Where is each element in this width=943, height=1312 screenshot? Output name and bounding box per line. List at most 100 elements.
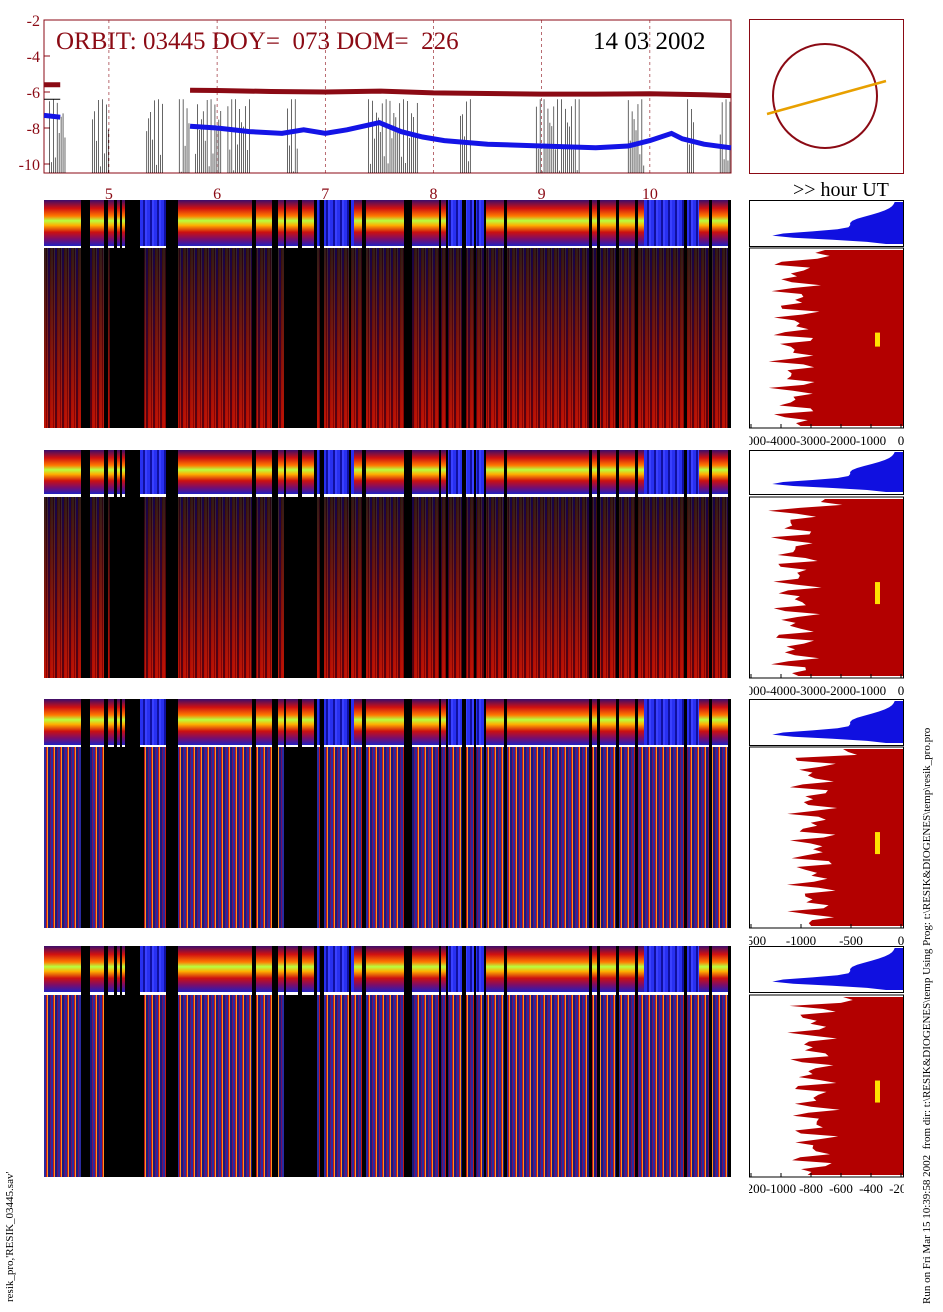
data-gap (404, 200, 412, 428)
data-gap (474, 946, 476, 1177)
data-gap (166, 450, 178, 678)
profile-tick-label: -1500 (749, 933, 766, 948)
data-gap (709, 450, 712, 678)
data-gap (349, 450, 351, 678)
profile-blue-area (772, 701, 903, 743)
spectrum-panel (44, 699, 731, 928)
profile-blue-area (772, 202, 903, 244)
data-gap (446, 699, 448, 928)
profile-tick-label: -600 (829, 1181, 853, 1196)
data-gap (462, 200, 466, 428)
profile-tick-label: 0 (898, 433, 904, 448)
blue-column (140, 200, 166, 246)
data-gap (81, 200, 90, 428)
data-gap (404, 946, 412, 1177)
profile-tick-label: -3000 (796, 683, 826, 698)
band-separator (44, 992, 731, 995)
profile-tick-label: -200 (889, 1181, 904, 1196)
left-vertical-caption: resik_pro,'RESIK_03445.sav' (4, 1171, 16, 1302)
series-blue-line (189, 119, 732, 151)
profile-red-area (768, 250, 903, 426)
data-gap (284, 248, 316, 428)
x-tick-label: 9 (538, 186, 546, 200)
data-gap (635, 699, 638, 928)
x-tick-label: 5 (105, 186, 113, 200)
profile-tick-label: -800 (799, 1181, 823, 1196)
blue-column (644, 946, 699, 992)
data-gap (81, 946, 90, 1177)
data-gap (728, 200, 731, 428)
data-gap (616, 946, 619, 1177)
profile-red-area (768, 499, 903, 676)
profile-marker (875, 582, 880, 605)
data-gap (272, 946, 278, 1177)
band-separator (44, 745, 731, 747)
profile-tick-label: -400 (859, 1181, 883, 1196)
blue-column (140, 699, 166, 745)
data-gap (439, 699, 441, 928)
data-gap (252, 699, 256, 928)
data-gap (404, 450, 412, 678)
x-tick-label: 7 (321, 186, 329, 200)
profile-tick-label: -1000 (766, 1181, 796, 1196)
data-gap (166, 699, 178, 928)
orbit-circle (772, 43, 878, 149)
profile-marker (875, 332, 880, 347)
data-gap (284, 747, 316, 928)
data-gap (484, 699, 486, 928)
data-gap (81, 699, 90, 928)
data-gap (439, 450, 441, 678)
data-gap (110, 497, 144, 678)
top-orbit-plot: -2 -4 -6 -8 -10 5 6 7 8 9 10 (19, 13, 732, 200)
data-gap (166, 946, 178, 1177)
date-label: 14 03 2002 (593, 28, 706, 55)
data-gap (728, 946, 731, 1177)
data-gap (439, 200, 441, 428)
data-gap (684, 450, 687, 678)
data-gap (589, 200, 592, 428)
data-gap (81, 450, 90, 678)
series-blue-line (43, 112, 61, 120)
x-tick-label: 10 (642, 186, 658, 200)
data-gap (462, 699, 466, 928)
data-gap (104, 450, 108, 678)
data-gap (104, 995, 144, 1177)
data-gap (474, 450, 476, 678)
right-vertical-caption: Run on Fri Mar 15 10:39:58 2002 from dir… (921, 727, 933, 1304)
data-gap (404, 699, 412, 928)
spectrum-body (44, 497, 731, 678)
data-gap (320, 946, 324, 1177)
data-gap (597, 200, 600, 428)
profile-tick-label: -1200 (749, 1181, 766, 1196)
data-gap (474, 699, 476, 928)
data-gap (272, 200, 278, 428)
data-gap (104, 747, 144, 928)
data-gap (709, 200, 712, 428)
data-gap (597, 450, 600, 678)
data-gap (635, 200, 638, 428)
data-gap (616, 450, 619, 678)
data-gap (252, 946, 256, 1177)
spectrum-panel (44, 450, 731, 678)
data-gap (462, 946, 466, 1177)
data-gap (589, 450, 592, 678)
data-gap (320, 450, 324, 678)
y-tick-label: -4 (27, 49, 40, 66)
data-gap (439, 946, 441, 1177)
band-separator (44, 246, 731, 248)
profile-red-area (787, 749, 903, 926)
data-gap (635, 946, 638, 1177)
y-tick-label: -2 (27, 13, 40, 30)
data-gap (709, 699, 712, 928)
spectrum-body (44, 747, 731, 928)
data-gap (349, 200, 351, 428)
profile-blue-area (772, 948, 903, 990)
profile-tick-label: -1000 (786, 933, 816, 948)
orbit-track (766, 79, 887, 116)
blue-column (140, 946, 166, 992)
data-gap (110, 248, 144, 428)
profile-marker (875, 1080, 880, 1103)
